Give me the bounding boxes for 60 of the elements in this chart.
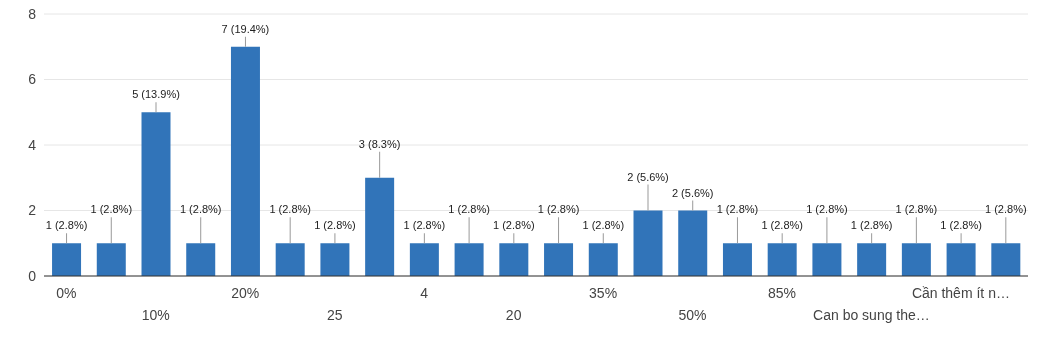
x-tick-label: Can bo sung the… bbox=[813, 307, 930, 323]
bar bbox=[409, 243, 439, 276]
data-label: 5 (13.9%) bbox=[132, 88, 180, 101]
data-label: 1 (2.8%) bbox=[493, 219, 535, 232]
data-label: 1 (2.8%) bbox=[985, 203, 1027, 216]
x-tick-label: 0% bbox=[56, 285, 77, 301]
bar bbox=[991, 243, 1021, 276]
bar bbox=[454, 243, 484, 276]
bar bbox=[544, 243, 574, 276]
bar bbox=[141, 112, 171, 276]
bar bbox=[499, 243, 529, 276]
x-tick-label: 35% bbox=[589, 285, 618, 301]
bar bbox=[230, 46, 260, 276]
data-label: 1 (2.8%) bbox=[716, 203, 759, 216]
data-label: 1 (2.8%) bbox=[582, 219, 625, 232]
y-tick-label: 4 bbox=[28, 136, 37, 153]
y-tick-label: 2 bbox=[28, 202, 37, 219]
bar bbox=[901, 243, 931, 276]
bar bbox=[186, 243, 216, 276]
data-label: 1 (2.8%) bbox=[90, 203, 133, 216]
bar bbox=[946, 243, 976, 276]
bar bbox=[857, 243, 887, 276]
x-tick-label: 85% bbox=[767, 285, 797, 301]
bar bbox=[767, 243, 797, 276]
data-label: 1 (2.8%) bbox=[940, 219, 982, 232]
bar bbox=[52, 243, 82, 276]
data-label: 3 (8.3%) bbox=[358, 137, 401, 150]
data-label: 1 (2.8%) bbox=[761, 219, 803, 232]
y-tick-label: 0 bbox=[28, 267, 37, 284]
data-label: 1 (2.8%) bbox=[895, 203, 938, 216]
bar bbox=[633, 210, 663, 276]
data-label: 1 (2.8%) bbox=[448, 203, 490, 216]
bar bbox=[96, 243, 126, 276]
data-label: 1 (2.8%) bbox=[314, 219, 356, 232]
bar bbox=[812, 243, 842, 276]
bar bbox=[275, 243, 305, 276]
x-tick-label: 25 bbox=[326, 307, 343, 323]
bar bbox=[365, 177, 395, 276]
data-label: 1 (2.8%) bbox=[850, 219, 893, 232]
bar bbox=[722, 243, 752, 276]
data-label: 1 (2.8%) bbox=[269, 203, 311, 216]
bar bbox=[678, 210, 708, 276]
x-tick-label: 20% bbox=[231, 285, 260, 301]
x-tick-label: 10% bbox=[141, 307, 170, 323]
bar bbox=[320, 243, 350, 276]
x-tick-label: 50% bbox=[678, 307, 707, 323]
x-tick-label: 20 bbox=[505, 307, 522, 323]
bar bbox=[588, 243, 618, 276]
data-label: 1 (2.8%) bbox=[45, 219, 88, 232]
data-label: 7 (19.4%) bbox=[221, 22, 270, 35]
x-tick-label: 4 bbox=[420, 285, 429, 301]
data-label: 1 (2.8%) bbox=[537, 203, 580, 216]
y-tick-label: 6 bbox=[28, 71, 37, 88]
data-label: 2 (5.6%) bbox=[671, 186, 714, 199]
data-label: 1 (2.8%) bbox=[179, 203, 222, 216]
x-tick-label: Cần thêm ít n… bbox=[911, 285, 1010, 301]
data-label: 2 (5.6%) bbox=[627, 170, 669, 183]
y-tick-label: 8 bbox=[28, 5, 37, 22]
data-label: 1 (2.8%) bbox=[806, 203, 848, 216]
data-label: 1 (2.8%) bbox=[403, 219, 446, 232]
